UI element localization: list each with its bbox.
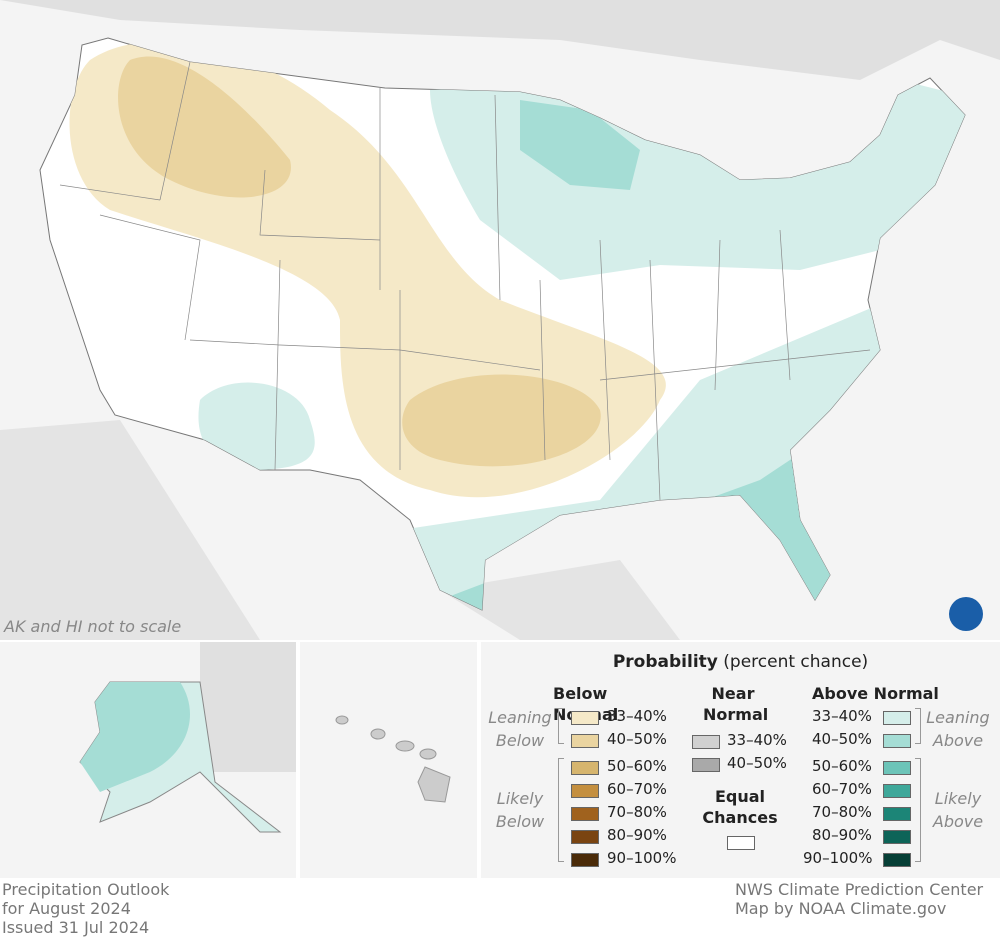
swatch (571, 711, 599, 725)
swatch (883, 784, 911, 798)
footer-line: for August 2024 (2, 899, 131, 918)
likely-above-label: Likely Above (932, 789, 984, 831)
bracket (558, 758, 564, 862)
swatch (571, 734, 599, 748)
legend-item-label: 70–80% (812, 803, 872, 821)
legend-item-label: 50–60% (607, 757, 667, 775)
legend-title: Probability (percent chance) (481, 652, 1000, 672)
legend-item-label: 50–60% (812, 757, 872, 775)
legend-item-label: 80–90% (607, 826, 667, 844)
legend-item-label: 33–40% (607, 707, 667, 725)
swatch (883, 761, 911, 775)
footer-line: NWS Climate Prediction Center (735, 880, 984, 899)
legend-title-main: Probability (612, 652, 718, 672)
bracket (915, 708, 921, 744)
legend-item-label: 33–40% (812, 707, 872, 725)
legend-item-label: 40–50% (607, 730, 667, 748)
legend-item-label: 60–70% (607, 780, 667, 798)
hawaii-map (300, 642, 477, 878)
near-heading: Near Normal (703, 684, 769, 724)
swatch (692, 758, 720, 772)
legend-item-label: 33–40% (727, 731, 787, 749)
swatch (883, 853, 911, 867)
footer-right: NWS Climate Prediction Center Map by NOAA… (735, 880, 983, 918)
footer-line: Precipitation Outlook (2, 880, 170, 899)
swatch (692, 735, 720, 749)
above-heading: Above Normal (812, 684, 939, 703)
swatch (883, 807, 911, 821)
footer-left: Precipitation Outlook for August 2024 Issu… (2, 880, 169, 937)
swatch (883, 711, 911, 725)
legend-item-label: 40–50% (812, 730, 872, 748)
main-map: AK and HI not to scale (0, 0, 1000, 640)
scale-note: AK and HI not to scale (3, 617, 181, 636)
equal-heading: Equal Chances (702, 787, 778, 827)
legend-item-label: 40–50% (727, 754, 787, 772)
legend-item-label: 80–90% (812, 826, 872, 844)
swatch (571, 807, 599, 821)
footer-line: Map by NOAA Climate.gov (735, 899, 947, 918)
swatch (883, 734, 911, 748)
swatch (883, 830, 911, 844)
legend-item-label: 90–100% (803, 849, 873, 867)
likely-below-label: Likely Below (495, 789, 545, 831)
swatch (571, 853, 599, 867)
bracket (915, 758, 921, 862)
swatch (727, 836, 755, 850)
legend-item-label: 90–100% (607, 849, 677, 867)
alaska-map (0, 642, 296, 878)
legend-item-label: 70–80% (607, 803, 667, 821)
legend-subtitle: (percent chance) (723, 652, 869, 672)
swatch (571, 784, 599, 798)
footer-line: Issued 31 Jul 2024 (2, 918, 150, 937)
leaning-above-label: Leaning Above (926, 708, 990, 750)
swatch (571, 830, 599, 844)
bracket (558, 708, 564, 744)
swatch (571, 761, 599, 775)
noaa-logo (949, 597, 983, 631)
legend-item-label: 60–70% (812, 780, 872, 798)
leaning-below-label: Leaning Below (488, 708, 552, 750)
